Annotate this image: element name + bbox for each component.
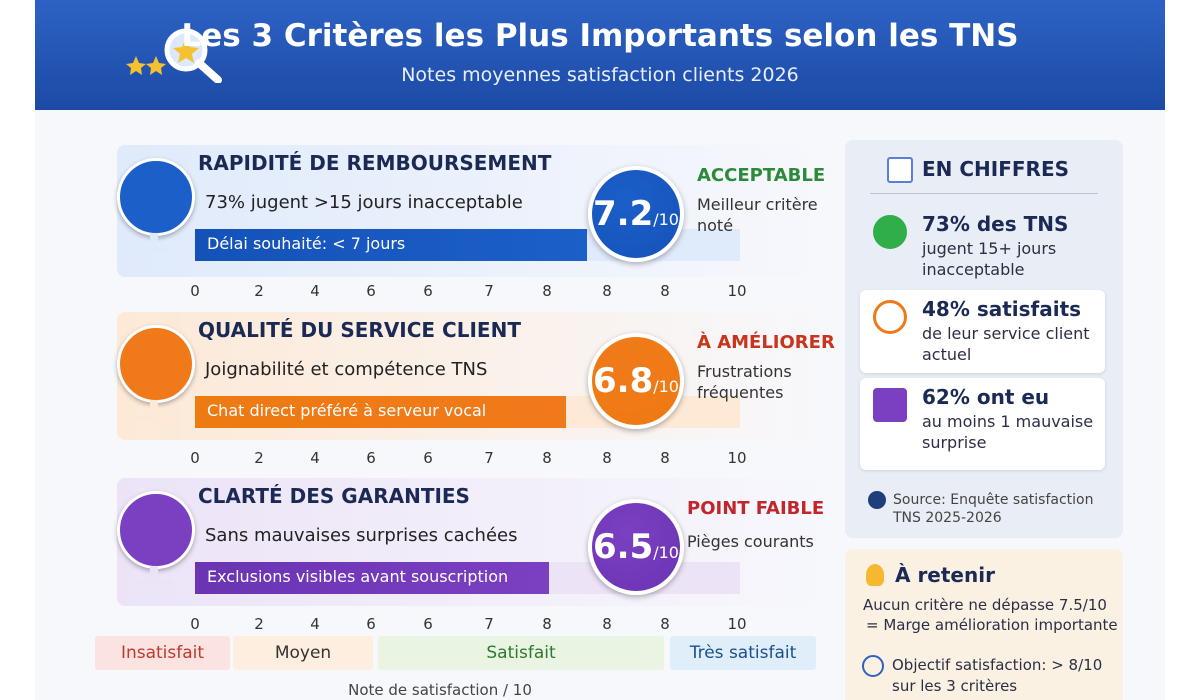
icon-base	[134, 580, 174, 586]
axis-tick-label: 10	[727, 282, 747, 300]
criterion-title: CLARTÉ DES GARANTIES	[198, 484, 470, 508]
score-unit: /10	[653, 209, 679, 229]
stat-text: au moins 1 mauvaise surprise	[922, 412, 1094, 452]
stat-headline: 48% satisfaits	[922, 297, 1082, 321]
sidebar-icon	[887, 157, 913, 183]
status: À AMÉLIORER	[697, 332, 835, 353]
stat-headline: 73% des TNS	[922, 212, 1069, 236]
axis-tick-label: 7	[484, 615, 494, 633]
stat-headline: 62% ont eu	[922, 385, 1050, 409]
axis-tick-label: 10	[727, 615, 747, 633]
axis-tick-label: 6	[366, 615, 376, 633]
axis-tick-label: 8	[602, 282, 612, 300]
axis-tick-label: 6	[423, 282, 433, 300]
criterion-subtext: 73% jugent >15 jours inacceptable	[205, 192, 523, 213]
score-badge: 6.5/10	[588, 499, 684, 595]
axis-tick-label: 10	[727, 449, 747, 467]
bar-label: Chat direct préféré à serveur vocal	[207, 401, 487, 420]
criterion-icon	[117, 158, 195, 236]
takeaway-panel	[845, 549, 1123, 700]
legend-item: Insatisfait	[95, 636, 230, 670]
bulb-icon	[866, 564, 884, 586]
takeaway-title: À retenir	[895, 563, 995, 587]
criterion-title: QUALITÉ DU SERVICE CLIENT	[198, 318, 521, 342]
axis-tick-label: 6	[423, 449, 433, 467]
criterion-subtext: Joignabilité et compétence TNS	[205, 359, 488, 380]
axis-tick-label: 6	[423, 615, 433, 633]
legend-item: Satisfait	[378, 636, 664, 670]
axis-tick-label: 8	[602, 615, 612, 633]
stat-icon	[873, 300, 907, 334]
info-icon	[868, 491, 886, 509]
takeaway-line: Aucun critère ne dépasse 7.5/10	[863, 596, 1107, 614]
score-bar	[195, 229, 588, 261]
axis-tick-label: 2	[254, 449, 264, 467]
subtitle: Notes moyennes satisfaction clients 2026	[401, 64, 799, 86]
icon-stand	[150, 566, 158, 582]
icon-base	[134, 414, 174, 420]
axis-tick-label: 7	[484, 282, 494, 300]
icon-stand	[150, 233, 158, 249]
axis-tick-label: 8	[542, 615, 552, 633]
axis-tick-label: 0	[190, 615, 200, 633]
bar-label: Délai souhaité: < 7 jours	[207, 234, 406, 253]
score-value: 7.2	[593, 194, 654, 234]
axis-tick-label: 4	[310, 449, 320, 467]
legend-item: Très satisfait	[670, 636, 816, 670]
axis-tick-label: 8	[660, 449, 670, 467]
stat-icon	[873, 215, 907, 249]
axis-tick-label: 8	[660, 282, 670, 300]
source: Source: Enquête satisfaction TNS 2025-20…	[893, 492, 1094, 526]
stat-text: de leur service client actuel	[922, 324, 1090, 364]
axis-tick-label: 0	[190, 282, 200, 300]
sidebar-title: EN CHIFFRES	[922, 157, 1070, 181]
status-note: Meilleur critère noté	[697, 195, 818, 235]
takeaway-line: = Marge amélioration importante	[866, 616, 1118, 634]
axis-tick-label: 6	[366, 449, 376, 467]
status: ACCEPTABLE	[697, 165, 826, 186]
stat-icon	[873, 388, 907, 422]
score-badge: 7.2/10	[588, 166, 684, 262]
legend-item: Moyen	[233, 636, 373, 670]
criterion-icon	[117, 325, 195, 403]
header-band	[35, 0, 1165, 110]
axis-tick-label: 0	[190, 449, 200, 467]
axis-tick-label: 8	[542, 282, 552, 300]
bar-label: Exclusions visibles avant souscription	[207, 567, 509, 586]
score-badge: 6.8/10	[588, 333, 684, 429]
score-bar	[195, 562, 550, 594]
axis-tick-label: 8	[660, 615, 670, 633]
status-note: Frustrations fréquentes	[697, 362, 792, 402]
status: POINT FAIBLE	[687, 498, 825, 519]
icon-stand	[150, 400, 158, 416]
icon-base	[134, 247, 174, 253]
score-unit: /10	[653, 376, 679, 396]
axis-tick-label: 8	[542, 449, 552, 467]
axis-tick-label: 8	[602, 449, 612, 467]
criterion-title: RAPIDITÉ DE REMBOURSEMENT	[198, 151, 552, 175]
takeaway-goal: Objectif satisfaction: > 8/10 sur les 3 …	[892, 656, 1103, 695]
status-note: Pièges courants	[687, 532, 814, 551]
title: Les 3 Critères les Plus Importants selon…	[181, 18, 1019, 54]
criterion-subtext: Sans mauvaises surprises cachées	[205, 525, 518, 546]
goal-icon	[862, 655, 884, 677]
header-icon	[126, 28, 222, 83]
axis-tick-label: 2	[254, 615, 264, 633]
score-value: 6.5	[593, 527, 654, 567]
criterion-icon	[117, 491, 195, 569]
axis-tick-label: 6	[366, 282, 376, 300]
axis-tick-label: 4	[310, 615, 320, 633]
axis-tick-label: 2	[254, 282, 264, 300]
score-unit: /10	[653, 542, 679, 562]
score-value: 6.8	[593, 361, 654, 401]
axis-title: Note de satisfaction / 10	[348, 681, 532, 699]
sidebar-rule	[870, 193, 1098, 194]
axis-tick-label: 7	[484, 449, 494, 467]
score-bar	[195, 396, 566, 428]
stat-text: jugent 15+ jours inacceptable	[922, 239, 1057, 279]
axis-tick-label: 4	[310, 282, 320, 300]
